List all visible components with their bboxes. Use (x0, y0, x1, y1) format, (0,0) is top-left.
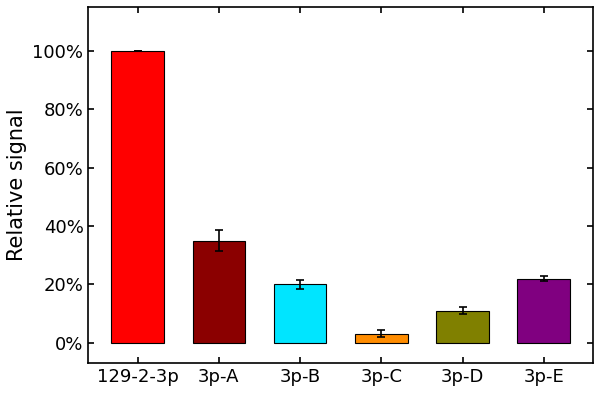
Bar (274, 285, 326, 343)
Bar (355, 334, 408, 343)
Bar (193, 241, 245, 343)
Bar (517, 279, 570, 343)
Y-axis label: Relative signal: Relative signal (7, 109, 27, 261)
Bar (436, 310, 489, 343)
Bar (112, 51, 164, 343)
